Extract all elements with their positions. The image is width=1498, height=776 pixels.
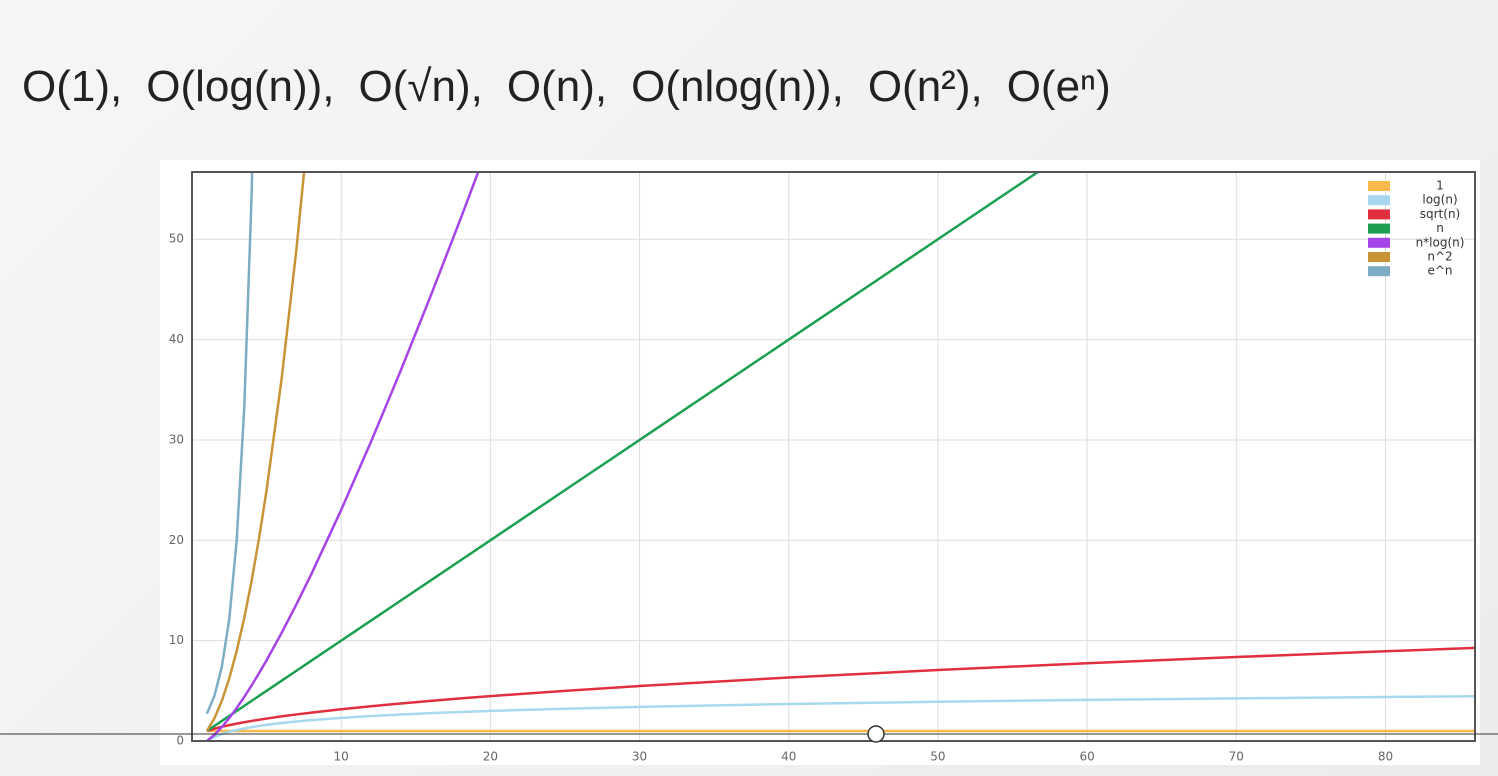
legend-swatch [1368, 266, 1390, 277]
title-term: O(log(n)), [146, 62, 335, 111]
legend-label: 1 [1436, 179, 1444, 193]
y-tick-label: 20 [169, 533, 184, 547]
legend-swatch [1368, 252, 1390, 262]
x-tick-label: 50 [930, 750, 945, 764]
series-line [206, 172, 480, 741]
y-tick-label: 50 [169, 232, 184, 246]
legend-swatch [1368, 181, 1390, 191]
title-term: O(1), [22, 62, 123, 111]
title-term: O(eⁿ) [1006, 62, 1111, 111]
title: O(1), O(log(n)), O(√n), O(n), O(nlog(n)), O(n… [22, 62, 1135, 112]
title-term: O(n), [506, 62, 608, 111]
chart-panel [160, 160, 1480, 765]
legend-label: sqrt(n) [1420, 207, 1460, 221]
y-tick-label: 40 [169, 332, 184, 346]
plot-border [191, 171, 1476, 742]
legend-swatch [1368, 195, 1390, 206]
y-tick-label: 0 [176, 734, 184, 748]
series-line [206, 695, 1475, 741]
legend-label: e^n [1427, 264, 1452, 278]
x-tick-label: 10 [334, 750, 349, 764]
series-line [206, 646, 1475, 733]
x-tick-label: 70 [1229, 750, 1244, 764]
title-term: O(n²), [867, 62, 983, 111]
slider-handle[interactable] [867, 725, 885, 743]
legend-swatch [1368, 223, 1390, 234]
legend-label: log(n) [1422, 193, 1457, 207]
x-tick-label: 30 [632, 750, 647, 764]
y-tick-label: 30 [169, 432, 184, 446]
title-term: O(nlog(n)), [631, 62, 844, 111]
legend-swatch [1368, 237, 1390, 248]
legend-label: n^2 [1427, 250, 1452, 264]
x-tick-label: 20 [483, 750, 498, 764]
x-tick-label: 80 [1378, 750, 1393, 764]
series-line [206, 172, 1041, 733]
y-tick-label: 10 [169, 633, 184, 647]
legend-label: n [1436, 221, 1444, 235]
x-tick-label: 60 [1079, 750, 1094, 764]
legend-label: n*log(n) [1416, 235, 1465, 249]
series-line [205, 172, 306, 732]
legend-swatch [1368, 209, 1390, 220]
title-term: O(√n), [358, 62, 483, 111]
x-tick-label: 40 [781, 750, 796, 764]
series-line [205, 172, 254, 715]
